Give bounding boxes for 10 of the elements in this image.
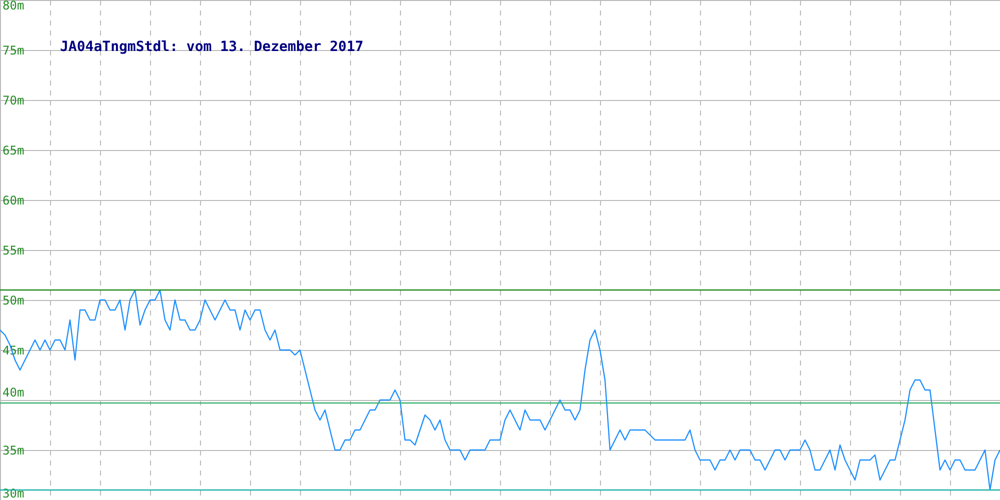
y-tick-label: 35m (2, 444, 24, 458)
y-tick-label: 65m (2, 144, 24, 158)
y-tick-label: 55m (2, 244, 24, 258)
y-tick-label: 40m (2, 386, 24, 400)
y-tick-label: 80m (2, 0, 24, 12)
y-tick-label: 70m (2, 94, 24, 108)
y-tick-label: 60m (2, 194, 24, 208)
text: JA04aTngmStdl: vom 13. Dezember 2017 (60, 39, 364, 55)
y-tick-label: 50m (2, 294, 24, 308)
y-tick-label: 75m (2, 44, 24, 58)
